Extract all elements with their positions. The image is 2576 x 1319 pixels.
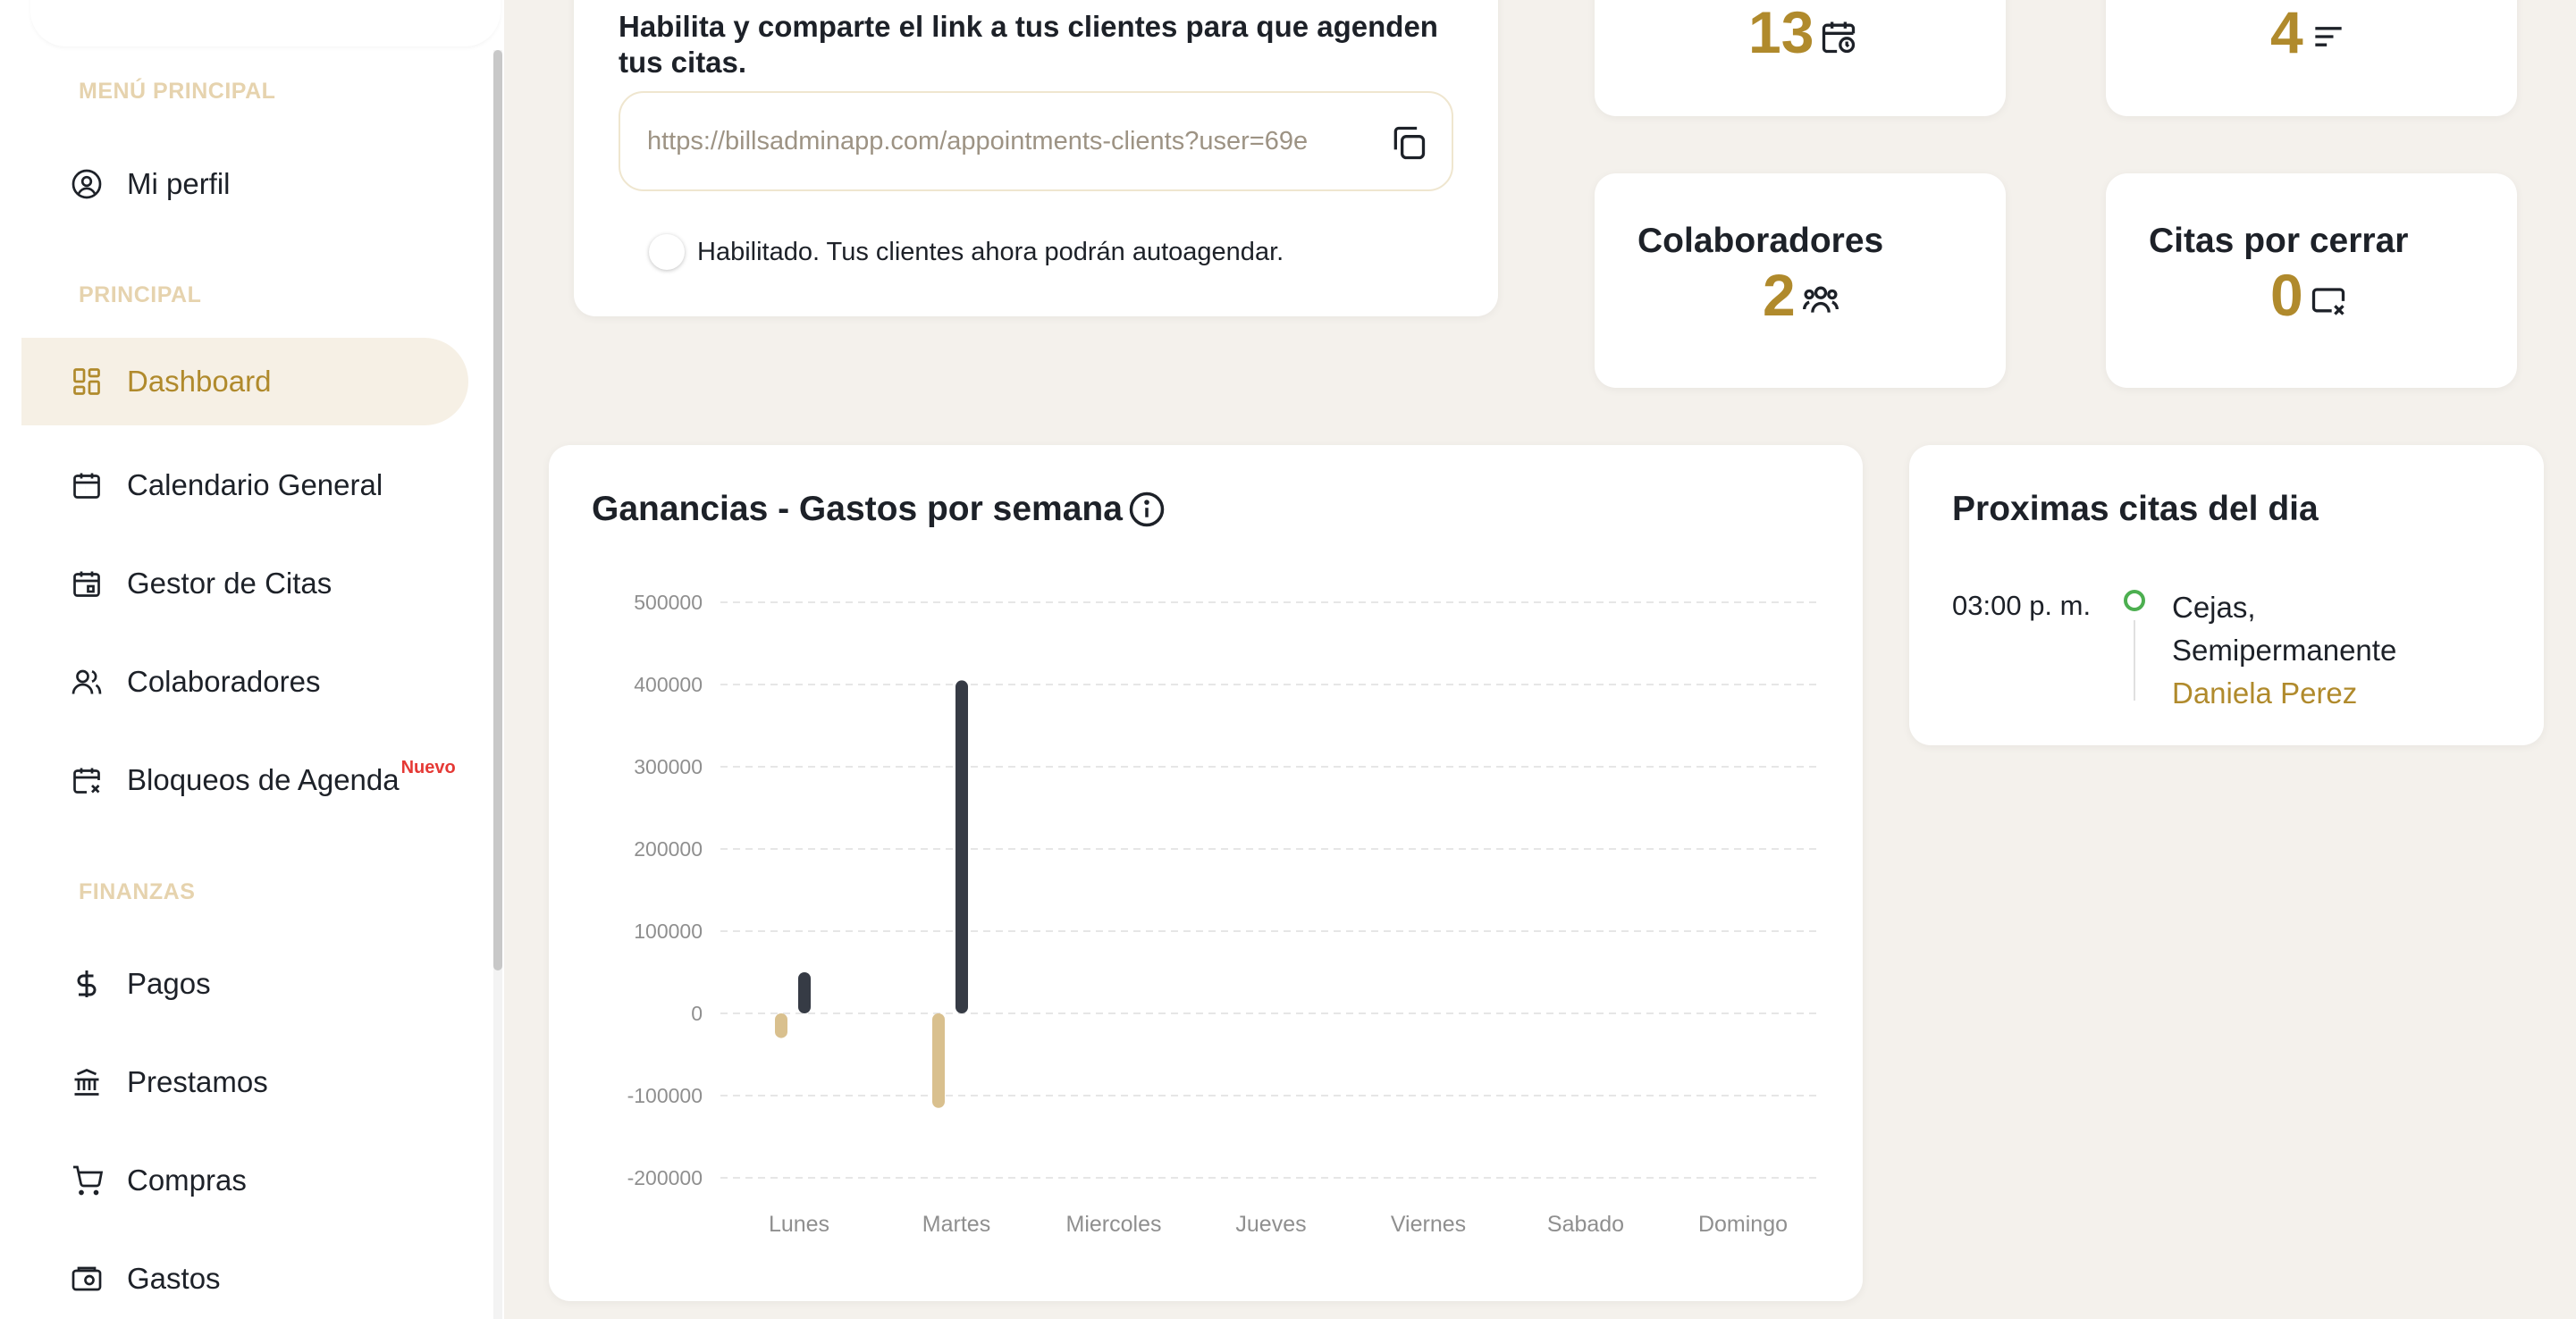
calendar-clock-icon [1823, 21, 1856, 54]
x-tick-label: Sabado [1547, 1212, 1624, 1237]
sidebar-item-label: Gastos [127, 1262, 221, 1295]
status-dot-icon [2124, 590, 2145, 611]
sidebar-item-label: Colaboradores [127, 665, 321, 698]
appointment-service: Cejas, Semipermanente [2172, 591, 2397, 667]
sidebar-item-mi-perfil[interactable]: Mi perfil [21, 140, 468, 228]
stat-card-colaboradores[interactable]: Colaboradores 2 [1595, 173, 2006, 388]
y-tick-label: 0 [691, 1002, 703, 1025]
sidebar-item-compras[interactable]: Compras [21, 1137, 468, 1224]
sidebar-item-label: Gestor de Citas [127, 567, 333, 600]
dashboard-icon [68, 363, 105, 400]
section-label-finanzas: FINANZAS [79, 879, 196, 904]
x-tick-label: Viernes [1391, 1212, 1466, 1237]
sidebar-item-prestamos[interactable]: Prestamos [21, 1038, 468, 1126]
y-tick-label: 300000 [634, 755, 703, 778]
chart-bar [775, 1013, 787, 1038]
x-tick-label: Lunes [769, 1212, 829, 1237]
booking-link-field[interactable] [619, 91, 1453, 191]
upcoming-appointments-card: Proximas citas del dia 03:00 p. m. Cejas… [1909, 445, 2544, 745]
y-tick-label: -100000 [627, 1084, 703, 1107]
stat-title: Citas por cerrar [2149, 222, 2409, 260]
y-tick-label: -200000 [627, 1166, 703, 1189]
chart-bar [932, 1013, 945, 1108]
x-tick-label: Miercoles [1066, 1212, 1162, 1237]
sidebar-item-label: Calendario General [127, 468, 383, 501]
stat-value: 13 [1748, 0, 1814, 65]
user-circle-icon [68, 165, 105, 203]
stat-value-row: 0 [2270, 261, 2348, 329]
sidebar-item-label: Bloqueos de Agenda [127, 763, 400, 796]
sidebar-item-label: Pagos [127, 967, 211, 1000]
sidebar-item-dashboard[interactable]: Dashboard [21, 338, 468, 425]
sidebar-item-label: Prestamos [127, 1065, 268, 1098]
auto-booking-toggle[interactable] [649, 234, 685, 270]
sidebar-item-pagos[interactable]: Pagos [21, 940, 468, 1028]
y-tick-label: 100000 [634, 920, 703, 943]
x-tick-label: Domingo [1698, 1212, 1788, 1237]
wallet-icon [68, 1260, 105, 1298]
calendar-x-icon [68, 761, 105, 799]
sidebar-item-label: Dashboard [127, 365, 272, 398]
users-icon [68, 663, 105, 701]
chart-bar [798, 972, 811, 1013]
sidebar-item-gastos[interactable]: Gastos [21, 1235, 468, 1319]
x-tick-label: Martes [922, 1212, 990, 1237]
sidebar-scrollbar[interactable] [493, 50, 502, 970]
section-label-principal: PRINCIPAL [79, 282, 202, 307]
stat-value: 2 [1763, 262, 1796, 328]
stat-value: 4 [2270, 0, 2303, 65]
stat-value: 0 [2270, 262, 2303, 328]
y-tick-label: 200000 [634, 837, 703, 861]
chart-bar [955, 680, 968, 1013]
timeline-line [2134, 620, 2135, 701]
stat-value-row: 13 [1748, 0, 1858, 66]
sidebar: MENÚ PRINCIPAL Mi perfil PRINCIPAL Dashb… [0, 0, 504, 1319]
bank-icon [68, 1063, 105, 1101]
users-icon [1802, 286, 1839, 313]
sidebar-item-label: Mi perfil [127, 167, 231, 200]
chart-plot: 500000 400000 300000 200000 100000 0 -100000 -2… [627, 591, 1822, 1237]
y-tick-label: 500000 [634, 591, 703, 614]
new-badge: Nuevo [400, 757, 456, 777]
calendar-check-icon [68, 565, 105, 602]
info-icon[interactable] [1128, 491, 1166, 528]
appointment-time: 03:00 p. m. [1952, 590, 2092, 621]
ticket-x-icon [2311, 288, 2344, 315]
y-tick-label: 400000 [634, 673, 703, 696]
stat-card-appointments[interactable]: 13 [1595, 0, 2006, 116]
stat-title: Colaboradores [1637, 222, 1884, 260]
x-tick-label: Jueves [1235, 1212, 1306, 1237]
booking-link-card: Habilita y comparte el link a tus client… [574, 0, 1498, 316]
cart-icon [68, 1162, 105, 1199]
copy-icon[interactable] [1387, 120, 1430, 166]
sidebar-item-colaboradores[interactable]: Colaboradores [21, 638, 468, 726]
calendar-icon [68, 466, 105, 504]
stat-value-row: 2 [1763, 261, 1840, 329]
stat-card-list[interactable]: 4 [2106, 0, 2517, 116]
section-label-menu-principal: MENÚ PRINCIPAL [79, 79, 276, 104]
dollar-icon [68, 965, 105, 1003]
sidebar-top-card [30, 0, 501, 46]
sidebar-item-calendario-general[interactable]: Calendario General [21, 441, 468, 529]
chart-title: Ganancias - Gastos por semana [592, 490, 1166, 529]
earnings-expenses-chart-card: Ganancias - Gastos por semana 500000 4000… [549, 445, 1863, 1301]
upcoming-title: Proximas citas del dia [1952, 490, 2319, 528]
sidebar-item-label: Compras [127, 1164, 247, 1197]
chart-title-text: Ganancias - Gastos por semana [592, 490, 1123, 528]
booking-link-input[interactable] [647, 126, 1362, 156]
appointment-client[interactable]: Daniela Perez [2172, 676, 2358, 710]
list-icon [2315, 27, 2342, 46]
sidebar-item-gestor-citas[interactable]: Gestor de Citas [21, 540, 468, 627]
sidebar-item-bloqueos-agenda[interactable]: Bloqueos de Agenda Nuevo [21, 736, 468, 824]
auto-booking-toggle-row: Habilitado. Tus clientes ahora podrán au… [649, 234, 1284, 270]
stat-value-row: 4 [2270, 0, 2348, 66]
auto-booking-toggle-label: Habilitado. Tus clientes ahora podrán au… [697, 237, 1284, 266]
stat-card-citas-por-cerrar[interactable]: Citas por cerrar 0 [2106, 173, 2517, 388]
booking-link-description: Habilita y comparte el link a tus client… [619, 10, 1438, 79]
